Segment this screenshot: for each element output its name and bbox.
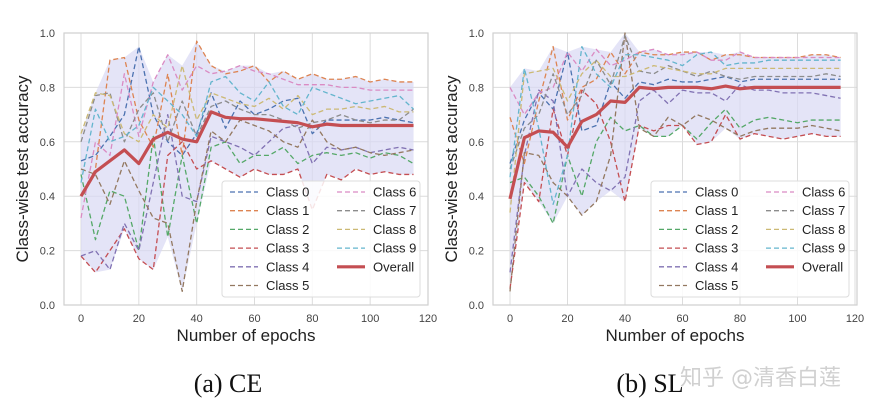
y-tick-label: 1.0 xyxy=(469,28,484,40)
y-axis-label: Class-wise test accuracy xyxy=(13,75,32,263)
legend-entry: Class 2 xyxy=(266,222,309,237)
x-tick-label: 20 xyxy=(561,313,573,325)
x-tick-label: 120 xyxy=(419,313,437,325)
series-line-class-8 xyxy=(80,64,414,143)
legend-entry: Class 6 xyxy=(373,185,416,200)
legend-box xyxy=(221,180,421,298)
x-tick-label: 60 xyxy=(676,313,688,325)
series-line-class-5 xyxy=(80,119,414,293)
chart-ce: 0 20 40 60 80 100 120 0.0 0.2 0.4 0.6 0.8 1.0 Class 0… xyxy=(13,28,437,398)
series-line-class-0 xyxy=(509,51,841,164)
x-tick-label: 40 xyxy=(619,313,631,325)
series-line-class-9 xyxy=(80,75,414,183)
x-tick-label: 100 xyxy=(788,313,806,325)
legend-box xyxy=(650,180,850,298)
legend-entry: Class 7 xyxy=(802,203,845,218)
legend-entry: Class 8 xyxy=(802,222,845,237)
plot-frame xyxy=(63,32,429,306)
x-tick-label: 100 xyxy=(361,313,379,325)
minmax-band xyxy=(81,41,414,292)
legend-entry: Class 6 xyxy=(802,185,845,200)
legend-entry: Overall xyxy=(802,259,843,274)
legend-entry: Class 5 xyxy=(266,278,309,293)
subfigure-caption: (b) SL xyxy=(616,369,683,398)
y-tick-label: 0.6 xyxy=(40,137,55,149)
series-line-class-9 xyxy=(509,45,841,206)
y-tick-label: 0.8 xyxy=(40,82,55,94)
legend-entry: Class 9 xyxy=(373,241,416,256)
chart-sl: 0 20 40 60 80 100 120 0.0 0.2 0.4 0.6 0.8 1.0 Class 0… xyxy=(442,28,864,398)
y-tick-label: 0.2 xyxy=(469,246,484,258)
y-tick-label: 0.2 xyxy=(40,246,55,258)
series-line-overall xyxy=(508,84,841,200)
x-tick-label: 80 xyxy=(306,313,318,325)
plot-frame xyxy=(492,32,858,306)
y-tick-label: 0.8 xyxy=(469,82,484,94)
series-line-class-6 xyxy=(80,54,414,219)
x-tick-label: 20 xyxy=(133,313,145,325)
y-tick-label: 0.0 xyxy=(469,300,484,312)
legend-entry: Class 1 xyxy=(266,203,309,218)
series-line-class-0 xyxy=(80,45,414,162)
legend-entry: Class 3 xyxy=(695,241,738,256)
x-axis-label: Number of epochs xyxy=(606,326,745,345)
legend-entry: Class 7 xyxy=(373,203,416,218)
legend-entry: Class 2 xyxy=(695,222,738,237)
legend-entry: Class 9 xyxy=(802,241,845,256)
minmax-band xyxy=(510,33,841,292)
legend: Class 0 Class 1 Class 2 Class 3 Class 4 Class… xyxy=(650,180,850,298)
series-line-class-4 xyxy=(80,113,414,271)
legend-entry: Class 8 xyxy=(373,222,416,237)
series-line-overall xyxy=(79,110,414,198)
legend-entry: Class 3 xyxy=(266,241,309,256)
x-axis-label: Number of epochs xyxy=(177,326,316,345)
x-tick-label: 80 xyxy=(734,313,746,325)
y-axis-label: Class-wise test accuracy xyxy=(442,75,461,263)
legend-entry: Class 1 xyxy=(695,203,738,218)
legend: Class 0 Class 1 Class 2 Class 3 Class 4 Class… xyxy=(221,180,421,298)
series-line-class-7 xyxy=(80,92,414,143)
series-line-class-6 xyxy=(509,48,841,116)
y-tick-label: 1.0 xyxy=(40,28,55,40)
legend-entry: Class 4 xyxy=(266,259,309,274)
y-tick-label: 0.6 xyxy=(469,137,484,149)
legend-entry: Class 4 xyxy=(695,259,738,274)
y-tick-label: 0.4 xyxy=(469,191,484,203)
legend-entry: Class 5 xyxy=(695,278,738,293)
y-tick-label: 0.4 xyxy=(40,191,55,203)
subfigure-caption: (a) CE xyxy=(194,369,263,398)
series-line-class-7 xyxy=(509,35,841,170)
x-tick-label: 60 xyxy=(248,313,260,325)
watermark: 知乎 @清香白莲 xyxy=(680,366,841,391)
series-line-class-5 xyxy=(509,32,841,292)
y-tick-label: 0.0 xyxy=(40,300,55,312)
series-line-class-3 xyxy=(80,141,414,274)
series-line-class-4 xyxy=(509,84,841,273)
x-tick-label: 0 xyxy=(507,313,513,325)
x-tick-label: 120 xyxy=(846,313,864,325)
legend-entry: Class 0 xyxy=(266,185,309,200)
series-line-class-1 xyxy=(80,40,414,197)
series-line-class-3 xyxy=(509,89,841,289)
legend-entry: Overall xyxy=(373,259,414,274)
x-tick-label: 40 xyxy=(191,313,203,325)
x-tick-label: 0 xyxy=(78,313,84,325)
legend-entry: Class 0 xyxy=(695,185,738,200)
series-line-class-1 xyxy=(509,45,841,165)
series-line-class-2 xyxy=(80,135,414,252)
